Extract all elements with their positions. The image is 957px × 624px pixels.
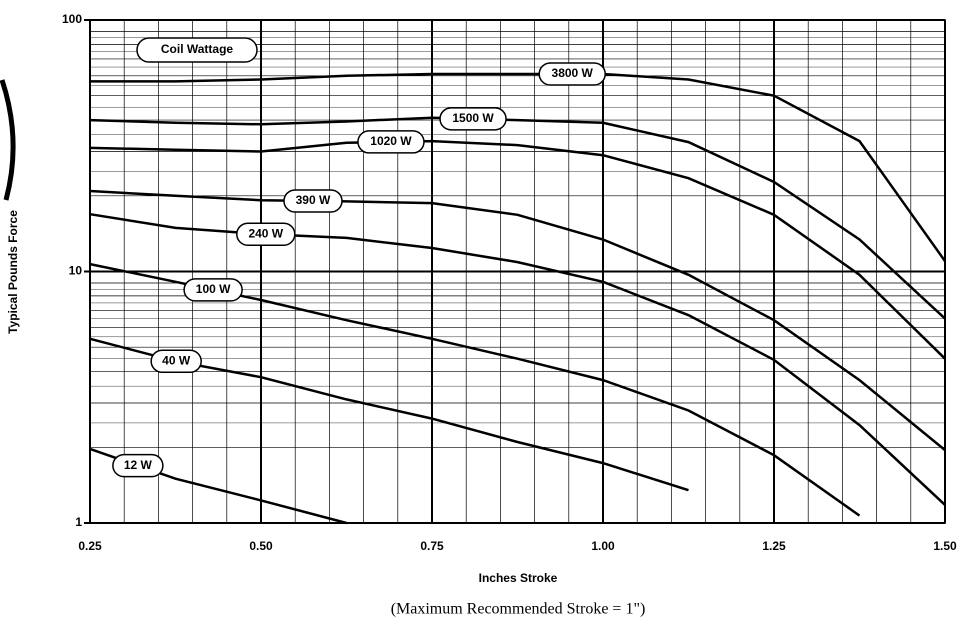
- y-axis-label: Typical Pounds Force: [6, 210, 20, 334]
- series-label-box: [236, 222, 296, 246]
- x-tick-label: 0.50: [249, 539, 273, 553]
- x-axis-label: Inches Stroke: [479, 571, 558, 585]
- series-label-text: 3800 W: [552, 66, 594, 80]
- series-label-box: [150, 349, 202, 374]
- legend-title: Coil Wattage: [161, 42, 234, 56]
- legend: Coil Wattage: [136, 37, 258, 63]
- series-label-box: [538, 62, 606, 86]
- note: (Maximum Recommended Stroke = 1"): [391, 601, 646, 618]
- series-label-text: 240 W: [248, 226, 283, 240]
- x-tick-label: 1.50: [933, 539, 957, 553]
- plot-frame: [89, 19, 946, 524]
- y-tick-label: 10: [69, 264, 83, 278]
- series-label-text: 1500 W: [452, 111, 494, 125]
- x-tick-label: 1.00: [591, 539, 615, 553]
- series-line: [89, 262, 861, 517]
- series-label-box: [112, 453, 164, 478]
- series-line: [89, 189, 946, 452]
- series-label-box: [183, 278, 243, 302]
- legend-box: [136, 37, 258, 63]
- series-label-text: 40 W: [162, 353, 191, 367]
- series-label-box: [439, 107, 507, 131]
- x-tick-label: 0.75: [420, 539, 444, 553]
- x-tick-label: 1.25: [762, 539, 786, 553]
- series-label-text: 12 W: [124, 458, 153, 472]
- series-line: [89, 139, 946, 360]
- series-line: [89, 116, 946, 320]
- series-label-text: 390 W: [296, 193, 331, 207]
- x-tick-label: 0.25: [78, 539, 102, 553]
- series-label: 40 W: [150, 349, 202, 374]
- series-label: 12 W: [112, 453, 164, 478]
- series-line: [89, 212, 946, 506]
- series-label-text: 1020 W: [370, 134, 412, 148]
- series-label: 1020 W: [357, 130, 425, 154]
- series-label: 390 W: [283, 189, 343, 213]
- series-label: 240 W: [236, 222, 296, 246]
- series-label-text: 100 W: [196, 282, 231, 296]
- y-tick-label: 100: [62, 12, 82, 26]
- scan-artifact: [0, 79, 16, 201]
- series-label: 3800 W: [538, 62, 606, 86]
- y-tick-label: 1: [75, 515, 82, 529]
- series-label: 1500 W: [439, 107, 507, 131]
- series-label-box: [357, 130, 425, 154]
- series-label: 100 W: [183, 278, 243, 302]
- series-line: [90, 72, 947, 262]
- series-label-box: [283, 189, 343, 213]
